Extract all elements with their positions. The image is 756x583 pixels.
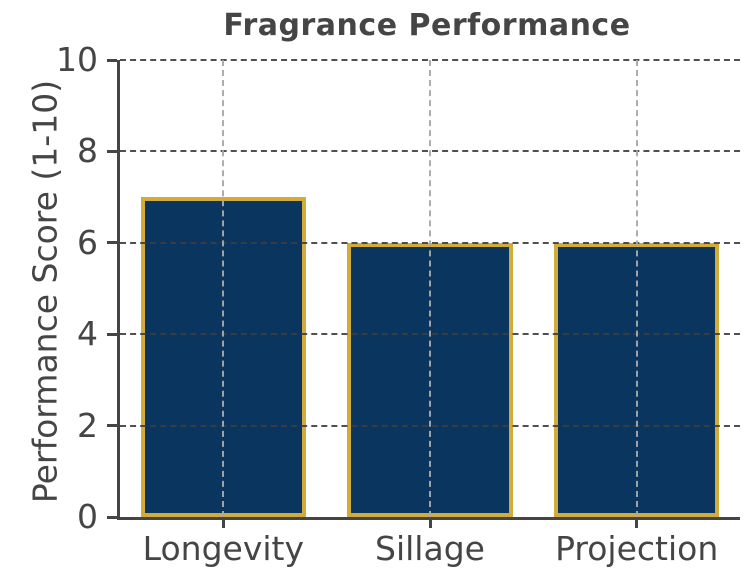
bar-longevity — [140, 197, 306, 517]
y-tick-mark-4 — [107, 332, 117, 336]
y-tick-mark-2 — [107, 424, 117, 428]
y-tick-mark-10 — [107, 58, 117, 62]
y-tick-label-6: 6 — [77, 222, 98, 262]
y-tick-label-2: 2 — [77, 405, 98, 445]
x-tick-label-sillage: Sillage — [375, 529, 485, 568]
y-tick-label-8: 8 — [77, 131, 98, 171]
y-tick-mark-6 — [107, 241, 117, 245]
chart-title: Fragrance Performance — [223, 8, 631, 43]
x-tick-label-longevity: Longevity — [142, 529, 304, 568]
bar-column-longevity — [120, 60, 327, 517]
plot-area: 0 2 4 6 8 10 Longevity Sillage Projection — [56, 40, 740, 568]
bar-column-sillage — [327, 60, 534, 517]
bars-layer — [120, 60, 740, 517]
bar-sillage — [347, 242, 513, 517]
y-tick-label-0: 0 — [77, 497, 98, 536]
x-tick-mark-projection — [635, 520, 639, 528]
y-tick-mark-0 — [107, 515, 117, 519]
y-tick-label-10: 10 — [56, 40, 98, 79]
y-tick-label-4: 4 — [77, 314, 98, 354]
bar-projection — [553, 242, 720, 517]
x-tick-label-projection: Projection — [555, 529, 719, 568]
x-tick-mark-longevity — [221, 520, 225, 528]
bar-column-projection — [533, 60, 740, 517]
y-tick-mark-8 — [107, 149, 117, 153]
x-tick-mark-sillage — [428, 520, 432, 528]
